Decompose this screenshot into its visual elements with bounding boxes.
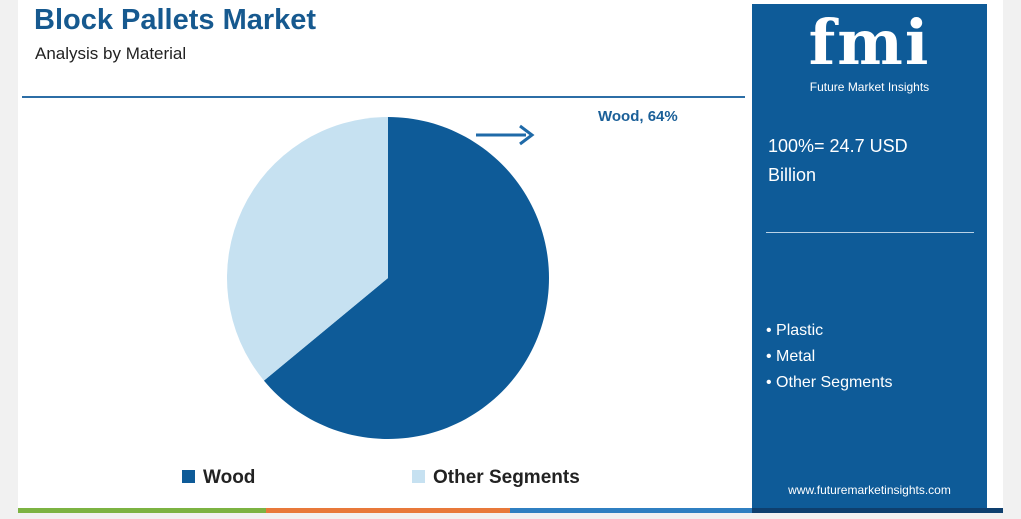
- market-total: 100%= 24.7 USD Billion: [768, 136, 908, 185]
- material-item: Metal: [766, 344, 893, 370]
- website: www.futuremarketinsights.com: [788, 483, 951, 497]
- other-materials: PlasticMetalOther Segments: [766, 318, 893, 396]
- material-item: Plastic: [766, 318, 893, 344]
- pie-slice: [263, 117, 549, 440]
- accent-strip: [510, 508, 752, 513]
- legend-label: Other Segments: [433, 467, 580, 488]
- accent-strip: [18, 508, 266, 513]
- material-item: Other Segments: [766, 370, 893, 396]
- pie-slice: [226, 117, 388, 381]
- legend-label: Wood: [203, 467, 255, 488]
- accent-strip: [752, 508, 1003, 513]
- arrow-head: [519, 124, 535, 146]
- card: Wood, 64% Wood Other Segments Block Pallet…: [18, 0, 1003, 513]
- panel-divider: [766, 232, 974, 233]
- legend-swatch: [182, 470, 195, 483]
- subtitle: Analysis by Material: [35, 44, 187, 63]
- side-panel: fmi Future Market Insights 100%= 24.7 US…: [752, 4, 987, 508]
- logo: fmi: [808, 6, 931, 79]
- title: Block Pallets Market: [34, 4, 317, 36]
- data-label: Wood, 64%: [598, 108, 678, 125]
- accent-strip: [266, 508, 510, 513]
- logo-caption: Future Market Insights: [809, 80, 930, 94]
- legend-swatch: [412, 470, 425, 483]
- chart: Wood, 64% Wood Other Segments: [22, 96, 745, 488]
